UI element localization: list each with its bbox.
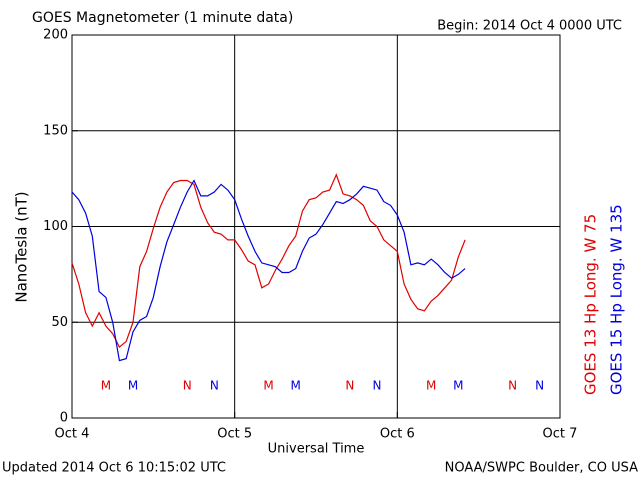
annotation: M <box>101 379 111 393</box>
x-tick-label: Oct 4 <box>55 427 90 442</box>
y-tick-label: 0 <box>60 411 68 426</box>
annotation: M <box>263 379 273 393</box>
y-tick-label: 150 <box>43 123 68 138</box>
legend-entry: GOES 15 Hp Long. W 135 <box>608 204 626 395</box>
annotation: M <box>128 379 138 393</box>
annotation: N <box>535 379 544 393</box>
footer-right: NOAA/SWPC Boulder, CO USA <box>445 461 638 476</box>
annotation: N <box>210 379 219 393</box>
annotation: M <box>290 379 300 393</box>
x-tick-label: Oct 6 <box>380 427 415 442</box>
y-tick-label: 100 <box>43 219 68 234</box>
annotation: M <box>426 379 436 393</box>
annotation: N <box>183 379 192 393</box>
x-tick-label: Oct 5 <box>217 427 252 442</box>
annotation: N <box>345 379 354 393</box>
annotation: M <box>453 379 463 393</box>
series-line <box>71 173 466 349</box>
x-axis-label: Universal Time <box>268 442 365 457</box>
legend-entry: GOES 13 Hp Long. W 75 <box>582 214 600 395</box>
chart-title: GOES Magnetometer (1 minute data) <box>32 10 293 26</box>
chart-subtitle: Begin: 2014 Oct 4 0000 UTC <box>437 19 622 34</box>
y-tick-label: 200 <box>43 28 68 43</box>
footer-left: Updated 2014 Oct 6 10:15:02 UTC <box>2 461 226 476</box>
annotation: N <box>373 379 382 393</box>
plot-frame <box>71 34 561 419</box>
y-tick-label: 50 <box>51 315 68 330</box>
x-tick-label: Oct 7 <box>543 427 578 442</box>
annotation: N <box>508 379 517 393</box>
series-line <box>71 179 466 362</box>
y-axis-label: NanoTesla (nT) <box>13 191 31 302</box>
